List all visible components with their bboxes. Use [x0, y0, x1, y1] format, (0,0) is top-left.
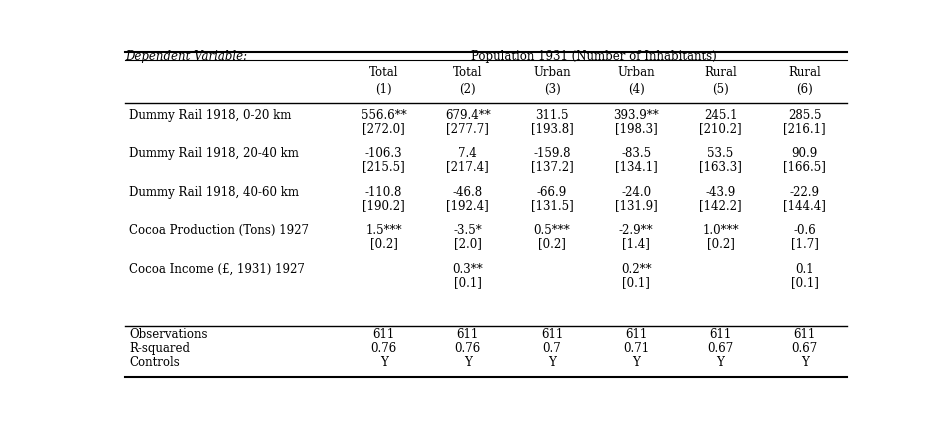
Text: Total: Total — [368, 66, 398, 79]
Text: Rural: Rural — [787, 66, 820, 79]
Text: -159.8: -159.8 — [532, 147, 570, 160]
Text: [215.5]: [215.5] — [362, 160, 405, 173]
Text: 0.71: 0.71 — [622, 341, 649, 354]
Text: [1.7]: [1.7] — [790, 237, 818, 250]
Text: [192.4]: [192.4] — [446, 198, 489, 211]
Text: [0.1]: [0.1] — [622, 275, 649, 288]
Text: 611: 611 — [540, 327, 563, 340]
Text: (5): (5) — [712, 83, 728, 96]
Text: (3): (3) — [543, 83, 560, 96]
Text: [137.2]: [137.2] — [531, 160, 573, 173]
Text: 0.67: 0.67 — [791, 341, 817, 354]
Text: 611: 611 — [709, 327, 731, 340]
Text: 611: 611 — [793, 327, 815, 340]
Text: -24.0: -24.0 — [620, 185, 650, 198]
Text: [217.4]: [217.4] — [446, 160, 489, 173]
Text: [190.2]: [190.2] — [362, 198, 405, 211]
Text: 1.5***: 1.5*** — [365, 224, 401, 236]
Text: Y: Y — [632, 355, 639, 368]
Text: [166.5]: [166.5] — [783, 160, 825, 173]
Text: Population 1931 (Number of Inhabitants): Population 1931 (Number of Inhabitants) — [471, 50, 716, 63]
Text: -46.8: -46.8 — [452, 185, 482, 198]
Text: [134.1]: [134.1] — [615, 160, 657, 173]
Text: 393.9**: 393.9** — [613, 109, 659, 122]
Text: Y: Y — [716, 355, 724, 368]
Text: 679.4**: 679.4** — [445, 109, 490, 122]
Text: -0.6: -0.6 — [793, 224, 816, 236]
Text: [198.3]: [198.3] — [615, 122, 657, 135]
Text: (6): (6) — [796, 83, 812, 96]
Text: 556.6**: 556.6** — [361, 109, 406, 122]
Text: 0.3**: 0.3** — [452, 262, 482, 275]
Text: -83.5: -83.5 — [620, 147, 650, 160]
Text: [216.1]: [216.1] — [783, 122, 825, 135]
Text: -3.5*: -3.5* — [453, 224, 481, 236]
Text: [0.2]: [0.2] — [537, 237, 565, 250]
Text: Rural: Rural — [703, 66, 736, 79]
Text: 0.5***: 0.5*** — [533, 224, 570, 236]
Text: Dummy Rail 1918, 40-60 km: Dummy Rail 1918, 40-60 km — [129, 185, 299, 198]
Text: 611: 611 — [625, 327, 647, 340]
Text: Dependent Variable:: Dependent Variable: — [126, 50, 247, 63]
Text: (4): (4) — [627, 83, 644, 96]
Text: [0.2]: [0.2] — [369, 237, 397, 250]
Text: 245.1: 245.1 — [703, 109, 736, 122]
Text: Dummy Rail 1918, 0-20 km: Dummy Rail 1918, 0-20 km — [129, 109, 291, 122]
Text: -22.9: -22.9 — [789, 185, 818, 198]
Text: (1): (1) — [375, 83, 392, 96]
Text: 7.4: 7.4 — [458, 147, 477, 160]
Text: 611: 611 — [456, 327, 479, 340]
Text: 611: 611 — [372, 327, 395, 340]
Text: -106.3: -106.3 — [364, 147, 402, 160]
Text: -110.8: -110.8 — [364, 185, 402, 198]
Text: [0.1]: [0.1] — [453, 275, 481, 288]
Text: [0.2]: [0.2] — [706, 237, 733, 250]
Text: [144.4]: [144.4] — [783, 198, 825, 211]
Text: Observations: Observations — [129, 327, 208, 340]
Text: 0.76: 0.76 — [370, 341, 396, 354]
Text: Total: Total — [452, 66, 482, 79]
Text: Y: Y — [379, 355, 387, 368]
Text: 0.1: 0.1 — [795, 262, 813, 275]
Text: 0.67: 0.67 — [707, 341, 733, 354]
Text: R-squared: R-squared — [129, 341, 190, 354]
Text: Dummy Rail 1918, 20-40 km: Dummy Rail 1918, 20-40 km — [129, 147, 298, 160]
Text: [163.3]: [163.3] — [699, 160, 741, 173]
Text: [272.0]: [272.0] — [362, 122, 405, 135]
Text: Controls: Controls — [129, 355, 179, 368]
Text: [131.9]: [131.9] — [615, 198, 657, 211]
Text: [1.4]: [1.4] — [622, 237, 649, 250]
Text: [142.2]: [142.2] — [699, 198, 741, 211]
Text: [2.0]: [2.0] — [453, 237, 481, 250]
Text: Cocoa Income (£, 1931) 1927: Cocoa Income (£, 1931) 1927 — [129, 262, 305, 275]
Text: 0.2**: 0.2** — [620, 262, 651, 275]
Text: [193.8]: [193.8] — [531, 122, 573, 135]
Text: 285.5: 285.5 — [787, 109, 820, 122]
Text: -66.9: -66.9 — [536, 185, 566, 198]
Text: [131.5]: [131.5] — [531, 198, 573, 211]
Text: 1.0***: 1.0*** — [701, 224, 738, 236]
Text: Urban: Urban — [532, 66, 570, 79]
Text: -2.9**: -2.9** — [618, 224, 653, 236]
Text: [210.2]: [210.2] — [699, 122, 741, 135]
Text: Cocoa Production (Tons) 1927: Cocoa Production (Tons) 1927 — [129, 224, 309, 236]
Text: 0.76: 0.76 — [454, 341, 480, 354]
Text: Urban: Urban — [616, 66, 654, 79]
Text: [277.7]: [277.7] — [446, 122, 489, 135]
Text: -43.9: -43.9 — [704, 185, 734, 198]
Text: [0.1]: [0.1] — [790, 275, 818, 288]
Text: Y: Y — [464, 355, 471, 368]
Text: (2): (2) — [459, 83, 476, 96]
Text: 90.9: 90.9 — [791, 147, 817, 160]
Text: Y: Y — [800, 355, 808, 368]
Text: Y: Y — [548, 355, 555, 368]
Text: 0.7: 0.7 — [542, 341, 561, 354]
Text: 53.5: 53.5 — [707, 147, 733, 160]
Text: 311.5: 311.5 — [534, 109, 568, 122]
